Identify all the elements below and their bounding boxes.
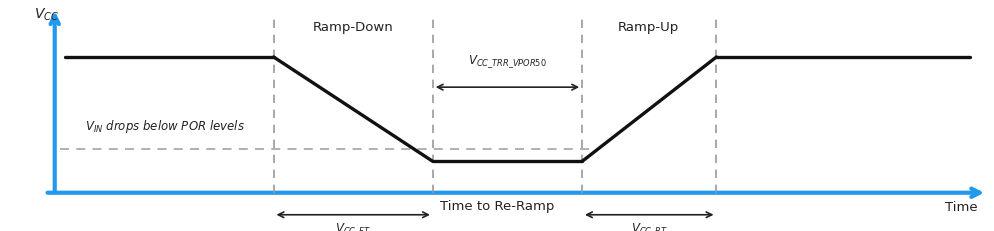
Text: $V_{IN}$ drops below POR levels: $V_{IN}$ drops below POR levels [84,117,245,134]
Text: $V_{CC}$: $V_{CC}$ [34,7,60,23]
Text: $V_{CC\_RT}$: $V_{CC\_RT}$ [630,221,667,231]
Text: Ramp-Down: Ramp-Down [312,21,394,34]
Text: $V_{CC\_TRR\_VPOR50}$: $V_{CC\_TRR\_VPOR50}$ [467,53,547,69]
Text: Time to Re-Ramp: Time to Re-Ramp [440,199,554,212]
Text: Time: Time [944,200,977,213]
Text: $V_{CC\_FT}$: $V_{CC\_FT}$ [335,221,371,231]
Text: Ramp-Up: Ramp-Up [617,21,679,34]
